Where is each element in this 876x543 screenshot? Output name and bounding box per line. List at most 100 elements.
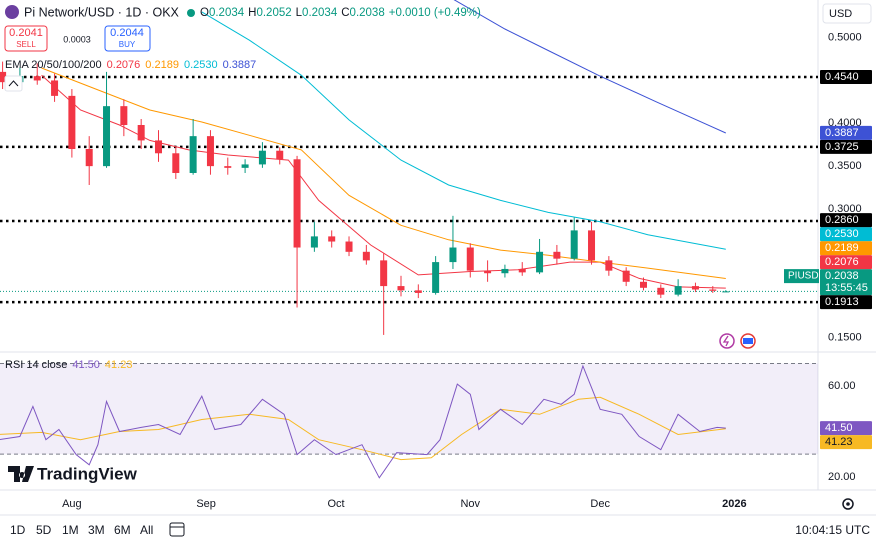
collapse-button[interactable] <box>4 75 23 92</box>
last-price-tag: 0.2038 <box>825 270 859 282</box>
buy-button[interactable] <box>104 25 151 52</box>
candle-body <box>154 140 162 154</box>
candle-body <box>206 136 214 167</box>
rsi-ma-tag: 41.23 <box>825 436 853 448</box>
level-tag-bg <box>820 213 872 228</box>
ohlc-key: L <box>296 7 303 19</box>
bottom-toolbar: 1D 5D 1M 3M 6M All <box>10 523 153 537</box>
last-price-tag-countdown: 13:55:45 <box>825 282 868 294</box>
brand-logo <box>8 466 34 482</box>
level-tag-bg <box>820 295 872 310</box>
buy-price: 0.2044 <box>110 27 144 39</box>
candle-body <box>605 260 613 271</box>
candle-body <box>570 230 578 259</box>
range-button[interactable]: 6M <box>114 523 131 537</box>
rsi-tag: 41.50 <box>825 422 853 434</box>
candle-body <box>103 106 111 167</box>
y-tick-label: 0.3000 <box>828 203 862 215</box>
rsi-band-fill <box>0 363 818 455</box>
level-tag-bg <box>820 139 872 154</box>
candle-body <box>518 268 526 273</box>
ema-tag-bg <box>820 255 872 270</box>
change: +0.0010 (+0.49%) <box>389 7 481 19</box>
candle-body <box>588 230 596 261</box>
ema-value: 0.3887 <box>223 59 257 71</box>
candle-body <box>68 95 76 149</box>
ema-title: EMA 20/50/100/200 <box>5 59 102 71</box>
event-icon[interactable] <box>719 333 735 349</box>
rsi-line <box>0 364 726 479</box>
candle-body <box>639 281 647 288</box>
y-tick-label: 0.3500 <box>828 160 862 172</box>
ema-value: 0.2076 <box>107 59 141 71</box>
level-tag-bg <box>820 70 872 85</box>
settings-icon[interactable] <box>842 498 854 510</box>
rsi-ma-tag-bg <box>820 435 872 450</box>
range-button[interactable]: 1M <box>62 523 79 537</box>
range-button[interactable]: 1D <box>10 523 26 537</box>
candle-body <box>449 247 457 263</box>
candle-body <box>258 150 266 165</box>
collapse-icon <box>8 80 19 87</box>
flag-glyph <box>743 338 753 344</box>
symbol-tag-bg <box>784 269 819 284</box>
candle-body <box>51 80 59 96</box>
x-tick-label: Nov <box>460 498 480 510</box>
range-button[interactable]: All <box>140 523 153 537</box>
plot-layer <box>0 0 818 479</box>
level-tag: 0.3725 <box>825 141 859 153</box>
symbol-logo <box>5 5 19 19</box>
range-button[interactable]: 3M <box>88 523 105 537</box>
market-status <box>187 9 195 17</box>
y-tick-label: 0.1500 <box>828 331 862 343</box>
candle-body <box>33 76 41 81</box>
sell-button[interactable] <box>4 25 48 52</box>
x-tick-label: Oct <box>327 498 344 510</box>
ema-value: 0.2189 <box>145 59 179 71</box>
ohlc-key: C <box>341 7 349 19</box>
calendar-icon[interactable] <box>169 522 185 537</box>
sell-label: SELL <box>16 40 36 49</box>
candle-body <box>709 289 717 291</box>
buy-label: BUY <box>119 40 136 49</box>
ema-line <box>201 11 726 250</box>
ema-tag-bg <box>820 241 872 256</box>
ema-value: 0.2530 <box>184 59 218 71</box>
ohlc-value: 0.2034 <box>209 7 245 19</box>
clock: 10:04:15 UTC <box>795 523 870 537</box>
currency-button[interactable] <box>822 3 872 24</box>
ema-tag: 0.2530 <box>825 228 859 240</box>
symbol-tag: PIUSD <box>788 271 819 282</box>
ohlc-value: 0.2034 <box>302 7 338 19</box>
candle-body <box>536 251 544 273</box>
candle-body <box>293 159 301 248</box>
candle-body <box>345 241 353 252</box>
candle-body <box>722 291 730 293</box>
rsi-value: 41.50 <box>72 359 100 371</box>
candle-body <box>657 287 665 295</box>
candle-body <box>691 286 699 290</box>
last-price-tag-bg <box>820 269 872 296</box>
symbol-title[interactable]: Pi Network/USD · 1D · OKX <box>24 5 180 19</box>
sell-price: 0.2041 <box>9 27 43 39</box>
candle-body <box>466 247 474 271</box>
candle-body <box>224 166 232 168</box>
rsi-tick-label: 60.00 <box>828 380 856 392</box>
candle-body <box>414 290 422 293</box>
ema-tag: 0.2189 <box>825 242 859 254</box>
price-pane <box>0 0 818 335</box>
range-button[interactable]: 5D <box>36 523 52 537</box>
spread: 0.0003 <box>63 34 91 44</box>
candle-body <box>622 270 630 282</box>
y-tick-label: 0.5000 <box>828 32 862 44</box>
ema-legend: EMA 20/50/100/200 0.2076 0.2189 0.2530 0.388… <box>5 59 256 71</box>
ohlc-value: 0.2052 <box>256 7 291 19</box>
rsi-title: RSI 14 close <box>5 359 67 371</box>
ohlc-value: 0.2038 <box>350 7 385 19</box>
brand-name: TradingView <box>37 464 138 483</box>
rsi-legend: RSI 14 close 41.50 41.23 <box>5 359 132 371</box>
candle-body <box>380 260 388 287</box>
ema-tag-bg <box>820 125 872 140</box>
rsi-pane <box>0 363 818 479</box>
